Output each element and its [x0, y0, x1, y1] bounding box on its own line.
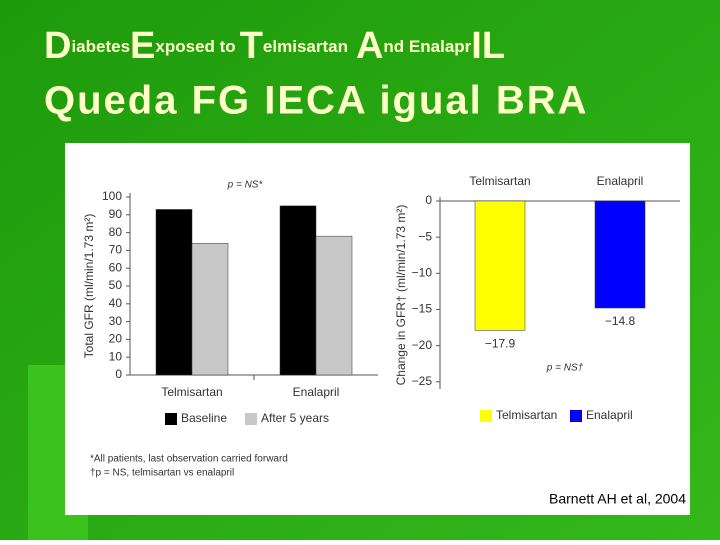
x-tick-label: Enalapril [293, 385, 340, 399]
title-part: elmisartan [263, 37, 348, 56]
y-tick-label: 50 [109, 278, 123, 292]
title-part: IL [471, 25, 505, 67]
bar [474, 200, 526, 331]
y-tick-label: 80 [109, 225, 123, 239]
y-tick-label: −25 [412, 374, 433, 388]
x-tick-label: Telmisartan [161, 385, 222, 399]
y-tick-label: −20 [412, 338, 433, 352]
title-part: iabetes [71, 37, 130, 56]
y-tick-label: 40 [109, 296, 123, 310]
value-label: −17.9 [485, 337, 516, 351]
x-tick-label: Telmisartan [469, 174, 530, 188]
title-part: xposed to [155, 37, 235, 56]
bar [594, 200, 646, 309]
legend-swatch [570, 410, 582, 422]
bar [155, 209, 193, 376]
annotation: p = NS† [546, 363, 584, 374]
y-tick-label: 0 [425, 193, 432, 207]
footnote: *All patients, last observation carried … [90, 454, 288, 465]
value-label: −14.8 [605, 314, 636, 328]
title-part: D [44, 25, 71, 67]
bar [191, 243, 229, 376]
bar [315, 235, 353, 376]
title-part: A [356, 25, 383, 67]
annotation: p = NS* [227, 180, 264, 191]
y-tick-label: −10 [412, 265, 433, 279]
y-tick-label: 90 [109, 207, 123, 221]
y-tick-label: 10 [109, 349, 123, 363]
x-tick-label: Enalapril [597, 174, 644, 188]
y-axis-label: Change in GFR† (ml/min/1.73 m²) [394, 205, 408, 386]
slide-subtitle: Queda FG IECA igual BRA [44, 79, 589, 123]
bar [279, 205, 317, 376]
y-tick-label: 60 [109, 260, 123, 274]
title-part: T [240, 25, 263, 67]
y-tick-label: −15 [412, 302, 433, 316]
y-tick-label: 100 [102, 189, 122, 203]
legend-swatch [165, 413, 177, 425]
y-tick-label: 20 [109, 332, 123, 346]
legend-label: After 5 years [261, 411, 329, 425]
y-tick-label: −5 [418, 229, 432, 243]
footnote: †p = NS, telmisartan vs enalapril [90, 468, 234, 479]
slide-title: DiabetesExposed to Telmisartan And Enalapr… [44, 25, 505, 67]
title-part: nd Enalapr [383, 37, 471, 56]
legend-swatch [245, 413, 257, 425]
y-tick-label: 0 [115, 367, 122, 381]
title-part: E [130, 25, 155, 67]
y-tick-label: 30 [109, 314, 123, 328]
y-axis-label: Total GFR (ml/min/1.73 m²) [82, 214, 96, 359]
legend-swatch [480, 410, 492, 422]
legend-label: Telmisartan [496, 408, 557, 422]
legend-label: Enalapril [586, 408, 633, 422]
y-tick-label: 70 [109, 243, 123, 257]
legend-label: Baseline [181, 411, 227, 425]
citation: Barnett AH et al, 2004 [549, 491, 686, 507]
